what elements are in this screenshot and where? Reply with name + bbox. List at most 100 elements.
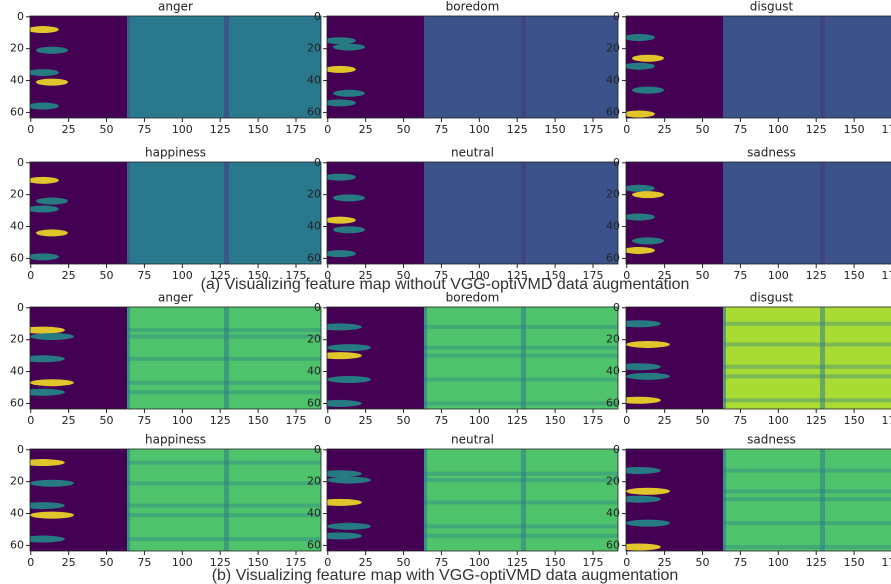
x-tick-label: 75 xyxy=(434,414,448,427)
x-tick-label: 25 xyxy=(658,556,672,569)
caption: (b) Visualizing feature map with VGG-opt… xyxy=(212,567,679,584)
y-tick-label: 20 xyxy=(307,42,321,55)
x-tick-label: 0 xyxy=(324,414,331,427)
x-tick-label: 175 xyxy=(285,123,306,136)
heatmap xyxy=(27,162,321,264)
heatmap-blob xyxy=(617,496,661,503)
heatmap-blob xyxy=(324,217,356,224)
y-tick-label: 60 xyxy=(10,251,24,264)
heatmap-blob xyxy=(318,470,362,477)
x-tick-label: 0 xyxy=(623,556,630,569)
heatmap-blob xyxy=(623,111,655,118)
y-tick-label: 60 xyxy=(606,105,620,118)
x-tick-label: 50 xyxy=(696,269,710,282)
heatmap-stripe xyxy=(723,545,891,549)
x-tick-label: 50 xyxy=(696,556,710,569)
x-tick-label: 75 xyxy=(137,556,151,569)
y-tick-label: 20 xyxy=(10,333,24,346)
x-tick-label: 150 xyxy=(545,123,566,136)
heatmap-band xyxy=(723,16,726,118)
y-tick-label: 60 xyxy=(10,396,24,409)
heatmap-blob xyxy=(327,344,371,351)
x-tick-label: 125 xyxy=(507,556,528,569)
x-tick-label: 50 xyxy=(100,414,114,427)
heatmap-blob xyxy=(623,213,655,220)
heatmap-blob xyxy=(632,55,664,62)
x-tick-label: 150 xyxy=(248,556,269,569)
heatmap-blob xyxy=(333,44,365,51)
heatmap-blob xyxy=(626,488,670,495)
x-tick-label: 25 xyxy=(62,414,76,427)
x-tick-label: 175 xyxy=(881,414,891,427)
heatmap-blob xyxy=(30,512,74,519)
heatmap-band xyxy=(820,16,825,118)
x-tick-label: 175 xyxy=(881,556,891,569)
x-tick-label: 100 xyxy=(768,123,789,136)
x-tick-label: 150 xyxy=(248,269,269,282)
heatmap-blob xyxy=(617,320,661,327)
x-tick-label: 75 xyxy=(733,414,747,427)
panel-title: happiness xyxy=(145,433,206,447)
x-tick-label: 175 xyxy=(582,123,603,136)
x-tick-label: 0 xyxy=(27,123,34,136)
heatmap-blob xyxy=(617,544,661,551)
x-tick-label: 100 xyxy=(768,556,789,569)
heatmap-band xyxy=(521,162,526,264)
x-tick-label: 100 xyxy=(172,123,193,136)
x-tick-label: 25 xyxy=(62,269,76,282)
x-tick-label: 50 xyxy=(696,414,710,427)
x-tick-label: 75 xyxy=(434,556,448,569)
heatmap-blob xyxy=(21,459,65,466)
heatmap-band xyxy=(424,16,427,118)
x-tick-label: 175 xyxy=(881,269,891,282)
x-tick-label: 50 xyxy=(397,123,411,136)
y-tick-label: 0 xyxy=(613,443,620,456)
heatmap-stripe xyxy=(723,469,891,473)
x-tick-label: 100 xyxy=(469,556,490,569)
heatmap-band xyxy=(521,16,526,118)
y-tick-label: 60 xyxy=(307,396,321,409)
heatmap-blob xyxy=(632,87,664,94)
panel-title: boredom xyxy=(446,0,500,14)
y-tick-label: 40 xyxy=(307,507,321,520)
heatmap-blob xyxy=(21,355,65,362)
panel-title: disgust xyxy=(750,291,794,305)
heatmap-blob xyxy=(623,63,655,70)
x-tick-label: 150 xyxy=(844,414,865,427)
y-tick-label: 60 xyxy=(307,538,321,551)
x-tick-label: 50 xyxy=(100,269,114,282)
heatmap-blob xyxy=(27,253,59,260)
heatmap-blob xyxy=(333,194,365,201)
heatmap-blob xyxy=(623,185,655,192)
heatmap-stripe xyxy=(723,322,891,326)
y-tick-label: 20 xyxy=(10,475,24,488)
y-tick-label: 40 xyxy=(606,507,620,520)
heatmap-blob xyxy=(626,373,670,380)
y-tick-label: 20 xyxy=(606,188,620,201)
x-tick-label: 25 xyxy=(359,269,373,282)
heatmap-blob xyxy=(318,499,362,506)
heatmap-blob xyxy=(617,467,661,474)
y-tick-label: 0 xyxy=(613,10,620,23)
heatmap-blob xyxy=(318,323,362,330)
y-tick-label: 60 xyxy=(10,105,24,118)
heatmap-blob xyxy=(27,177,59,184)
heatmap-blob xyxy=(632,191,664,198)
x-tick-label: 25 xyxy=(62,123,76,136)
y-tick-label: 60 xyxy=(10,538,24,551)
x-tick-label: 0 xyxy=(27,556,34,569)
heatmap xyxy=(623,162,891,264)
panel-title: sadness xyxy=(747,146,796,160)
heatmap-stripe xyxy=(723,489,891,493)
y-tick-label: 40 xyxy=(10,365,24,378)
x-tick-label: 75 xyxy=(137,414,151,427)
y-tick-label: 60 xyxy=(606,538,620,551)
y-tick-label: 0 xyxy=(17,301,24,314)
y-tick-label: 0 xyxy=(17,10,24,23)
heatmap-band xyxy=(723,162,726,264)
heatmap-blob xyxy=(324,37,356,44)
x-tick-label: 25 xyxy=(658,414,672,427)
y-tick-label: 40 xyxy=(606,74,620,87)
heatmap-band xyxy=(424,162,427,264)
y-tick-label: 40 xyxy=(307,365,321,378)
